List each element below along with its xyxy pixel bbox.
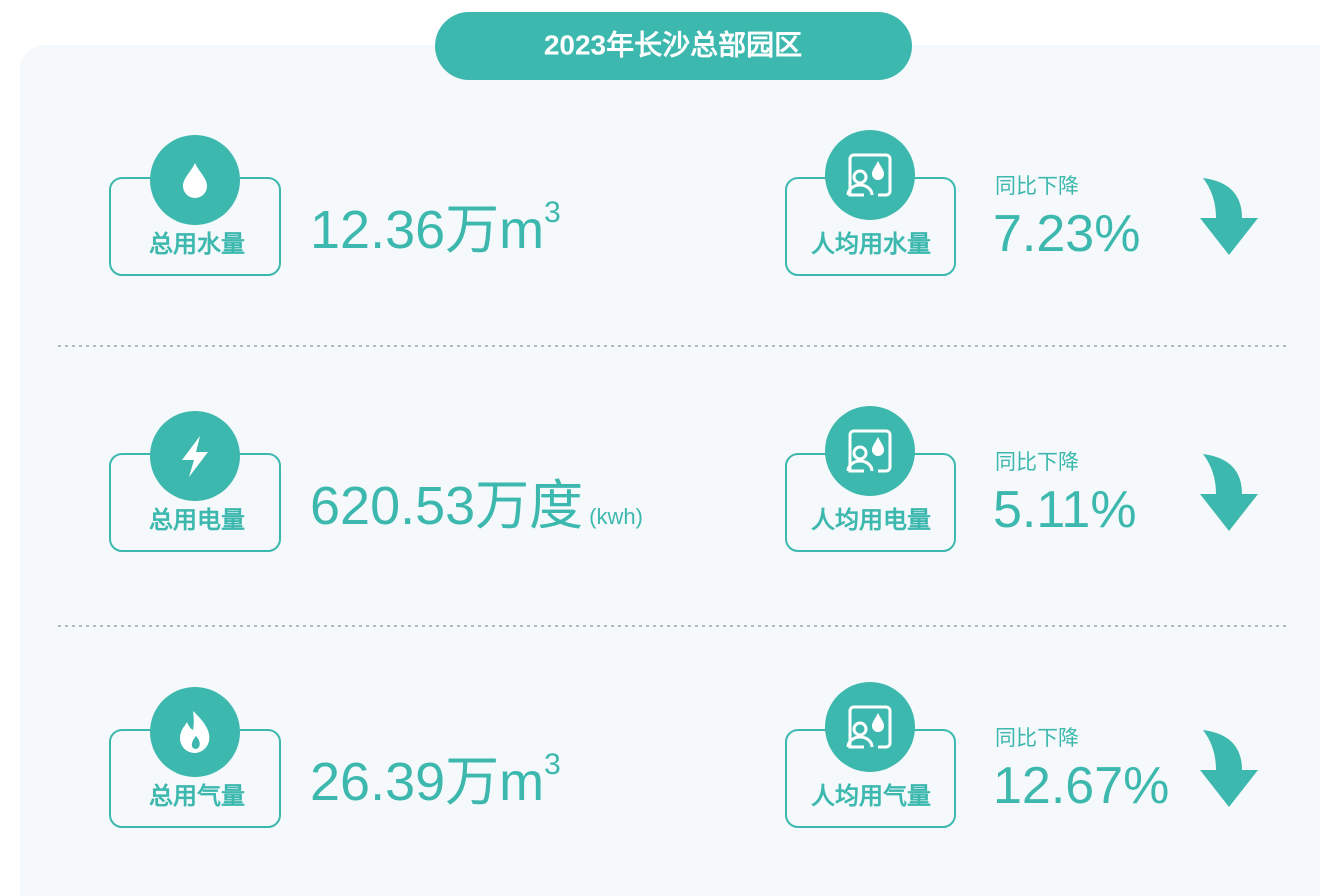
metric-row: 总用气量 26.39万m3 人均用气量 同比下降 12.67% bbox=[109, 682, 1258, 828]
small-icon bbox=[872, 713, 884, 732]
unit-sup: 3 bbox=[544, 196, 561, 229]
icon-circle bbox=[825, 682, 915, 772]
person-head bbox=[852, 721, 868, 737]
change-label: 同比下降 bbox=[995, 175, 1079, 198]
bolt-icon bbox=[182, 436, 208, 477]
metric-row: 总用电量 620.53万度 (kwh) 人均用电量 同比下降 5.11% bbox=[109, 406, 1258, 552]
person-body bbox=[846, 459, 874, 472]
change-value: 7.23% bbox=[993, 205, 1140, 263]
change-value: 12.67% bbox=[993, 757, 1169, 815]
icon-circle bbox=[825, 406, 915, 496]
value-number: 12.36 bbox=[310, 200, 445, 260]
value-number: 26.39 bbox=[310, 752, 445, 812]
small-icon bbox=[872, 161, 884, 180]
change-label: 同比下降 bbox=[995, 451, 1079, 474]
metric-row: 总用水量 12.36万m3 人均用水量 同比下降 7.23% bbox=[109, 130, 1258, 276]
unit-sup: 3 bbox=[544, 748, 561, 781]
flame-icon bbox=[180, 711, 210, 753]
frame-icon bbox=[848, 705, 892, 749]
value-unit: 万m bbox=[445, 200, 544, 260]
person-head bbox=[852, 169, 868, 185]
person-body bbox=[846, 735, 874, 748]
panel bbox=[20, 45, 1320, 896]
total-value: 12.36万m3 bbox=[310, 196, 561, 260]
unit-note: (kwh) bbox=[589, 504, 643, 529]
value-unit: 万度 bbox=[475, 476, 583, 536]
total-label: 总用气量 bbox=[149, 782, 245, 810]
frame-icon bbox=[848, 153, 892, 197]
total-label: 总用水量 bbox=[149, 230, 245, 258]
total-label: 总用电量 bbox=[149, 506, 245, 534]
change-value: 5.11% bbox=[993, 481, 1137, 539]
per-capita-label: 人均用气量 bbox=[811, 782, 931, 810]
frame-icon bbox=[848, 429, 892, 473]
down-arrow bbox=[1200, 730, 1258, 807]
per-capita-label: 人均用水量 bbox=[811, 230, 931, 258]
icon-circle bbox=[825, 130, 915, 220]
value-unit: 万m bbox=[445, 752, 544, 812]
drop-icon bbox=[183, 163, 207, 198]
total-value: 26.39万m3 bbox=[310, 748, 561, 812]
title-pill bbox=[435, 12, 912, 80]
total-value: 620.53万度 (kwh) bbox=[310, 476, 643, 536]
person-body bbox=[846, 183, 874, 196]
change-label: 同比下降 bbox=[995, 727, 1079, 750]
title: 2023年长沙总部园区 bbox=[544, 28, 802, 60]
down-arrow bbox=[1200, 454, 1258, 531]
small-icon bbox=[872, 437, 884, 456]
person-head bbox=[852, 445, 868, 461]
value-number: 620.53 bbox=[310, 476, 475, 536]
down-arrow bbox=[1200, 178, 1258, 255]
per-capita-label: 人均用电量 bbox=[811, 506, 931, 534]
